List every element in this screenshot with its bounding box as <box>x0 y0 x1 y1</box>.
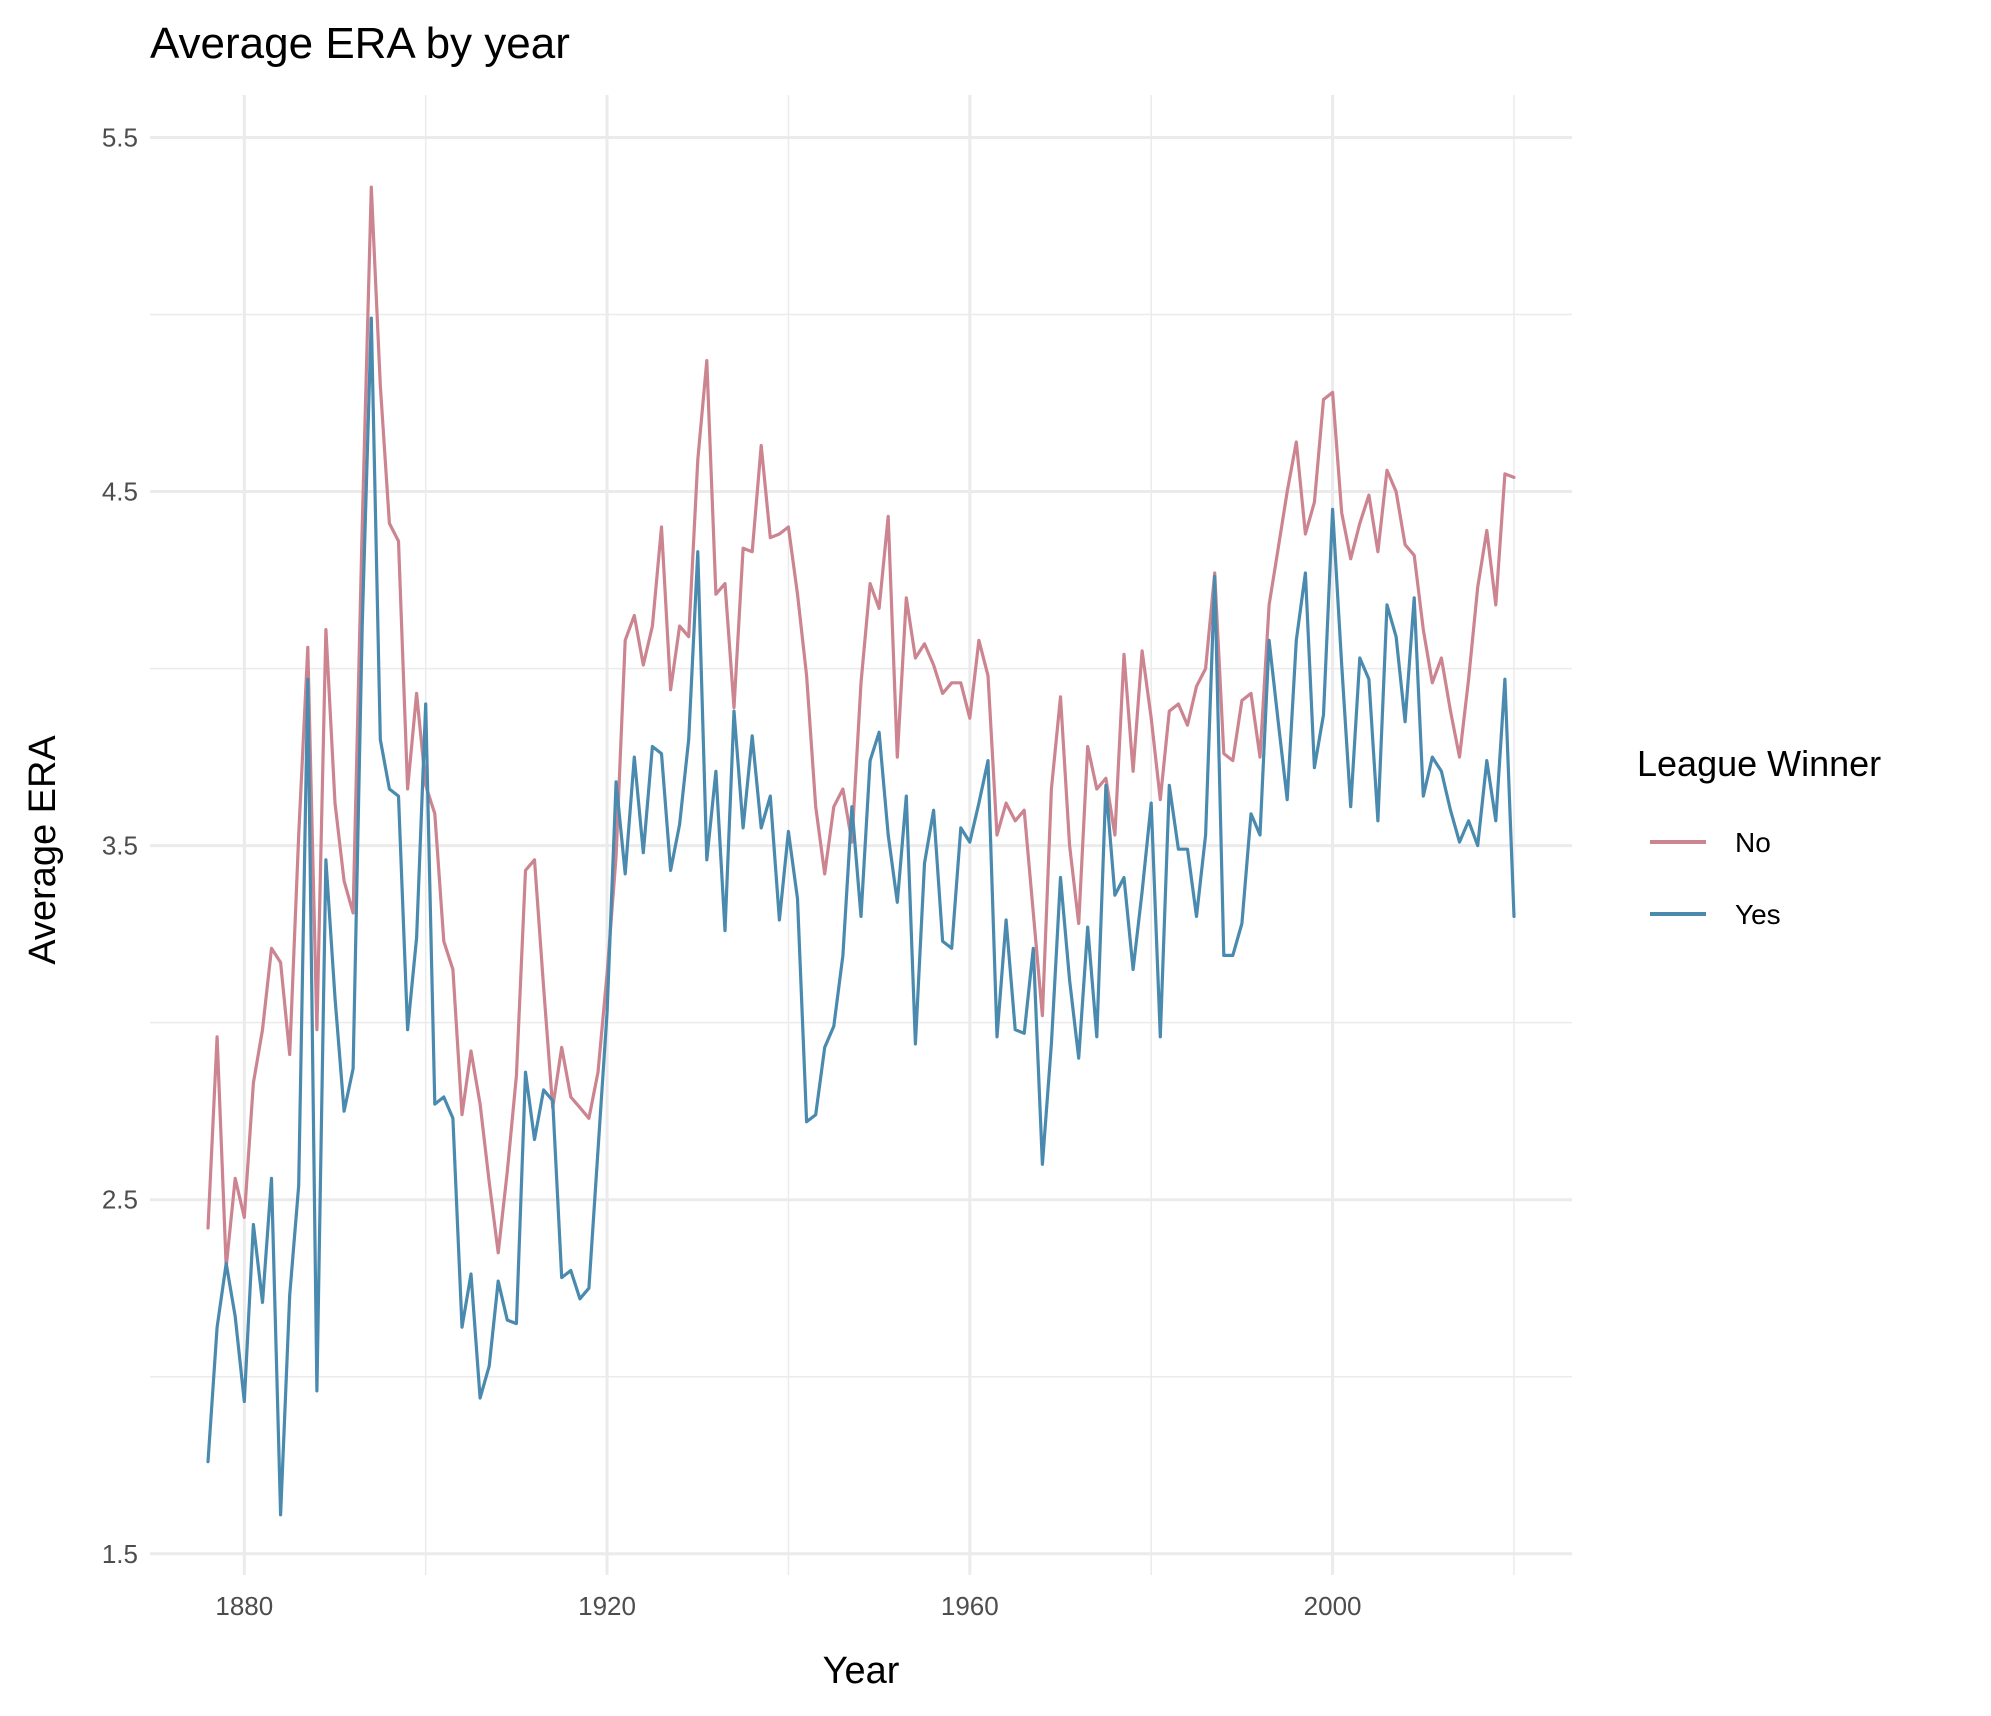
y-tick-label: 3.5 <box>102 831 138 861</box>
x-axis-title: Year <box>823 1650 900 1692</box>
x-tick-label: 1960 <box>941 1591 999 1621</box>
legend-items: No Yes <box>1650 827 1781 930</box>
y-tick-label: 1.5 <box>102 1539 138 1569</box>
x-tick-label: 1920 <box>578 1591 636 1621</box>
series-line-yes <box>206 316 1516 1517</box>
series-layer <box>206 185 1516 1517</box>
y-tick-label: 2.5 <box>102 1185 138 1215</box>
x-tick-label: 1880 <box>215 1591 273 1621</box>
y-axis-title: Average ERA <box>22 735 64 965</box>
legend-title: League Winner <box>1637 743 1881 784</box>
series-line-no <box>206 185 1516 1269</box>
legend-label-yes: Yes <box>1735 899 1781 930</box>
y-tick-label: 5.5 <box>102 122 138 152</box>
grid-layer <box>150 95 1572 1575</box>
tick-label-layer: 1.5 2.5 3.5 4.5 5.5 1880 1920 1960 2000 <box>102 122 1362 1621</box>
legend-label-no: No <box>1735 827 1771 858</box>
x-tick-label: 2000 <box>1304 1591 1362 1621</box>
legend: League Winner No Yes <box>1637 743 1881 930</box>
y-tick-label: 4.5 <box>102 477 138 507</box>
chart-title: Average ERA by year <box>150 19 570 68</box>
